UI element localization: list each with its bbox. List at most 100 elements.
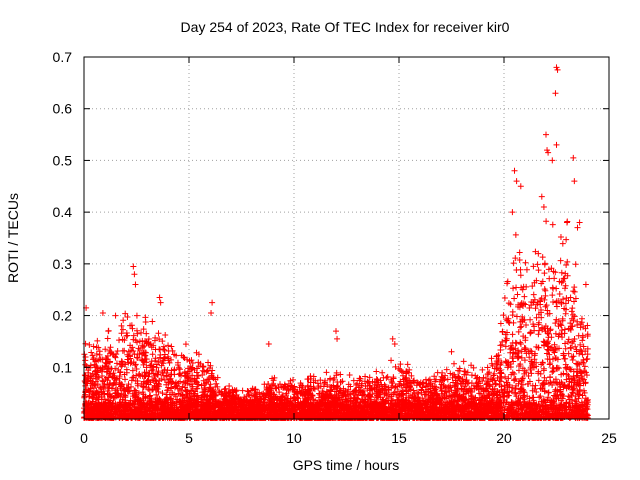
data-point (142, 338, 149, 345)
data-point (468, 372, 475, 379)
data-point (147, 362, 154, 369)
data-point (560, 296, 567, 303)
data-point (112, 312, 119, 319)
data-point (141, 352, 148, 359)
data-point (134, 355, 141, 362)
data-point (557, 321, 564, 328)
data-point (444, 376, 451, 383)
data-point (350, 377, 357, 384)
data-point (531, 364, 538, 371)
data-point (577, 324, 584, 331)
data-point (388, 378, 395, 385)
data-point (234, 395, 241, 402)
data-point (541, 342, 548, 349)
data-point (570, 338, 577, 345)
data-point (528, 348, 535, 355)
data-point (339, 378, 346, 385)
data-point (559, 317, 566, 324)
data-point (464, 369, 471, 376)
data-point (140, 384, 147, 391)
data-point (105, 385, 112, 392)
data-point (258, 391, 265, 398)
data-point (213, 380, 220, 387)
data-point (199, 371, 206, 378)
data-point (546, 275, 553, 282)
data-point (134, 380, 141, 387)
data-point (189, 383, 196, 390)
data-point (541, 339, 548, 346)
data-point (212, 376, 219, 383)
data-point (527, 316, 534, 323)
data-point (485, 382, 492, 389)
data-point (518, 284, 525, 291)
data-point (571, 298, 578, 305)
data-point (535, 311, 542, 318)
data-point (517, 324, 524, 331)
data-point (94, 375, 101, 382)
data-point (529, 361, 536, 368)
data-point (121, 386, 128, 393)
data-point (546, 374, 553, 381)
data-point (508, 371, 515, 378)
data-point (561, 326, 568, 333)
data-point (291, 389, 298, 396)
data-point (347, 390, 354, 397)
data-point (160, 343, 167, 350)
data-point (385, 386, 392, 393)
data-point (112, 354, 119, 361)
data-point (167, 385, 174, 392)
data-point (107, 380, 114, 387)
data-point (533, 389, 540, 396)
data-point (195, 381, 202, 388)
data-point (101, 390, 108, 397)
data-point (441, 394, 448, 401)
data-point (563, 306, 570, 313)
data-point (578, 315, 585, 322)
data-point (146, 371, 153, 378)
data-point (442, 384, 449, 391)
data-point (447, 370, 454, 377)
data-point (550, 365, 557, 372)
data-point (513, 284, 520, 291)
data-point (404, 361, 411, 368)
data-point (545, 389, 552, 396)
data-point (140, 391, 147, 398)
data-point (450, 379, 457, 386)
data-point (579, 359, 586, 366)
data-point (537, 307, 544, 314)
data-point (500, 312, 507, 319)
data-point (512, 375, 519, 382)
data-point (98, 394, 105, 401)
data-point (130, 374, 137, 381)
data-point (411, 393, 418, 400)
data-point (182, 384, 189, 391)
data-point (185, 368, 192, 375)
data-point (403, 387, 410, 394)
data-point (521, 346, 528, 353)
data-point (485, 370, 492, 377)
data-point (565, 297, 572, 304)
data-point (133, 312, 140, 319)
data-point (535, 368, 542, 375)
data-point (129, 325, 136, 332)
data-point (476, 376, 483, 383)
data-point (584, 345, 591, 352)
data-point (563, 262, 570, 269)
data-point (486, 392, 493, 399)
data-point (510, 319, 517, 326)
data-point (559, 240, 566, 247)
data-point (536, 394, 543, 401)
data-point (413, 382, 420, 389)
data-point (156, 354, 163, 361)
data-point (207, 392, 214, 399)
data-point (574, 372, 581, 379)
data-point (551, 341, 558, 348)
data-point (91, 361, 98, 368)
data-point (161, 367, 168, 374)
data-point (132, 393, 139, 400)
data-point (510, 260, 517, 267)
data-point (491, 377, 498, 384)
data-point (542, 292, 549, 299)
data-point (104, 335, 111, 342)
data-point (310, 384, 317, 391)
